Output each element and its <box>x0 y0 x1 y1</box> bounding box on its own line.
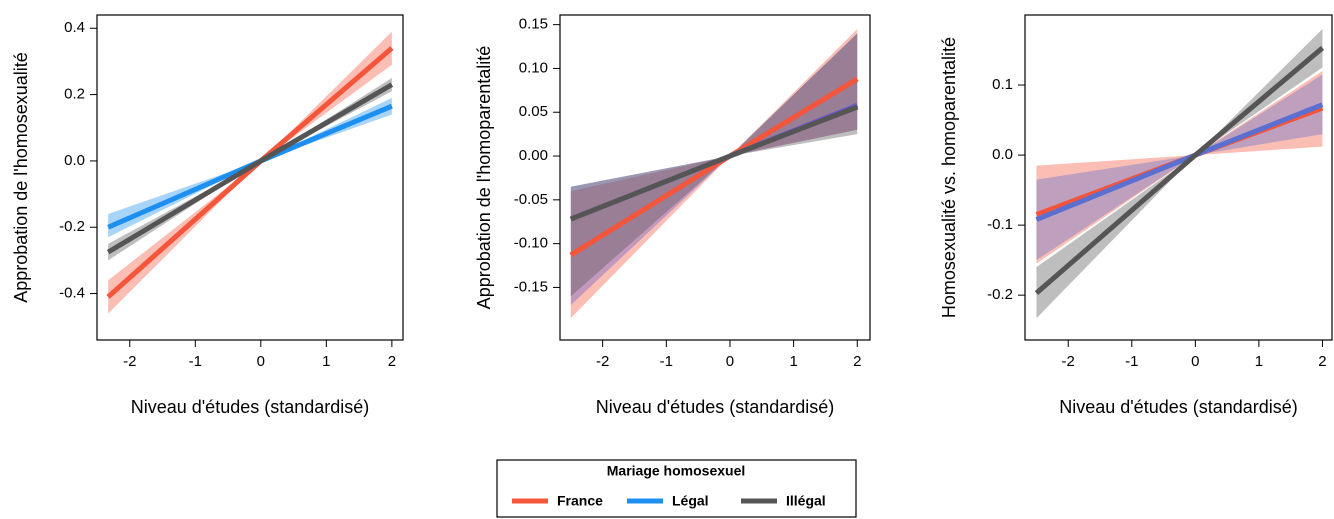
legend-label: Légal <box>672 493 709 509</box>
series-line <box>569 76 859 258</box>
x-tick-label: -1 <box>660 353 673 370</box>
x-tick-label: 1 <box>322 353 330 370</box>
legend-label: Illégal <box>786 493 826 509</box>
x-tick-label: 2 <box>853 353 861 370</box>
x-tick-label: -2 <box>1062 353 1075 370</box>
y-tick-label: 0.4 <box>64 19 85 36</box>
x-tick-label: 0 <box>257 353 265 370</box>
series-line <box>106 46 394 299</box>
plot-frame <box>1024 14 1333 341</box>
y-tick-label: -0.4 <box>59 285 85 302</box>
y-tick-label: -0.1 <box>987 216 1013 233</box>
confidence-band <box>108 31 392 314</box>
plot-area <box>1034 29 1325 319</box>
legend-label: France <box>557 493 603 509</box>
x-tick-label: 1 <box>1255 353 1263 370</box>
confidence-band <box>108 97 392 238</box>
y-tick-label: 0.2 <box>64 86 85 103</box>
plot-area <box>106 31 394 314</box>
y-tick-label: -0.10 <box>514 235 548 252</box>
y-axis-title: Approbation de l'homosexualité <box>11 52 31 303</box>
x-axis-title: Niveau d'études (standardisé) <box>1059 397 1298 417</box>
confidence-band <box>570 33 858 305</box>
confidence-band <box>1036 71 1323 264</box>
series-line <box>1035 102 1324 222</box>
x-tick-label: -2 <box>596 353 609 370</box>
y-tick-label: 0.05 <box>519 103 548 120</box>
x-axis-title: Niveau d'études (standardisé) <box>131 397 370 417</box>
plot-frame <box>559 14 871 341</box>
x-tick-label: -1 <box>189 353 202 370</box>
y-tick-label: -0.2 <box>59 218 85 235</box>
y-tick-label: 0.15 <box>519 16 548 33</box>
series-line <box>569 104 859 222</box>
y-axis-title: Approbation de l'homoparentalité <box>474 46 494 310</box>
y-tick-label: -0.2 <box>987 286 1013 303</box>
x-tick-label: 1 <box>789 353 797 370</box>
confidence-band <box>1036 29 1323 319</box>
y-tick-label: -0.05 <box>514 191 548 208</box>
legend-box <box>496 459 857 518</box>
confidence-band <box>1036 74 1323 261</box>
x-tick-label: 2 <box>1318 353 1326 370</box>
plot-area <box>569 29 859 319</box>
x-tick-label: -1 <box>1125 353 1138 370</box>
plot-frame <box>96 14 404 341</box>
confidence-band <box>570 29 858 319</box>
x-tick-label: 0 <box>1191 353 1199 370</box>
y-tick-label: 0.1 <box>992 76 1013 93</box>
y-tick-label: 0.0 <box>64 152 85 169</box>
x-tick-label: 2 <box>388 353 396 370</box>
y-tick-label: 0.10 <box>519 59 548 76</box>
series-line <box>1034 46 1325 295</box>
y-tick-label: -0.15 <box>514 278 548 295</box>
x-axis-title: Niveau d'études (standardisé) <box>596 397 835 417</box>
y-tick-label: 0.00 <box>519 147 548 164</box>
series-line <box>106 82 394 255</box>
x-tick-label: -2 <box>123 353 136 370</box>
legend-title: Mariage homosexuel <box>607 463 746 479</box>
y-tick-label: 0.0 <box>992 146 1013 163</box>
y-axis-title: Homosexualité vs. homoparentalité <box>939 37 959 318</box>
x-tick-label: 0 <box>726 353 734 370</box>
